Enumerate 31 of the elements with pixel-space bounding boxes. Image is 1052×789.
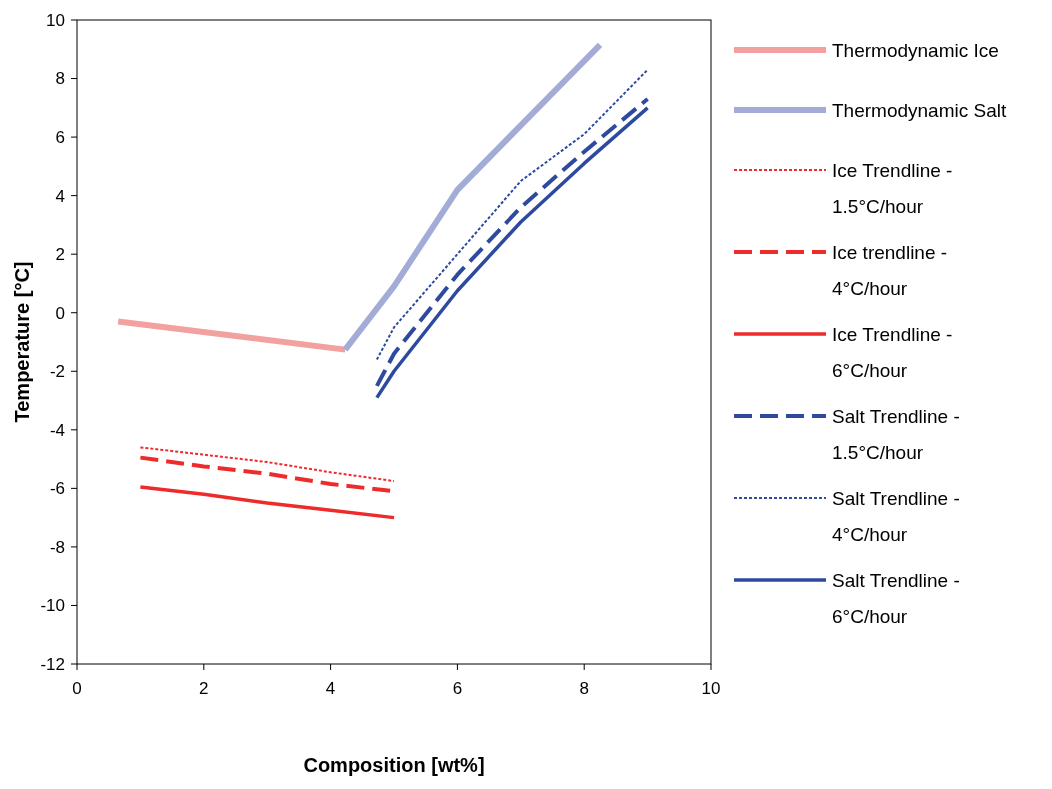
x-axis-title: Composition [wt%]	[303, 754, 485, 776]
y-tick-label: 10	[46, 10, 65, 30]
x-tick-label: 6	[452, 679, 463, 698]
legend-label: Salt Trendline - 1.5°C/hour	[832, 405, 960, 463]
y-axis-title: Temperature [°C]	[11, 261, 33, 423]
y-tick-label: 4	[55, 186, 65, 206]
y-tick-label: 8	[55, 69, 65, 89]
y-tick-label: -8	[49, 537, 65, 557]
y-tick-label: 0	[55, 303, 65, 323]
legend-label: Thermodynamic Salt	[832, 99, 1007, 121]
y-tick-label: -10	[40, 596, 65, 616]
x-tick-label: 2	[199, 679, 209, 698]
x-tick-label: 8	[579, 679, 589, 698]
line-series	[138, 485, 396, 520]
line-series	[375, 68, 649, 361]
line-series	[139, 446, 395, 483]
x-tick-label: 0	[72, 679, 82, 698]
y-tick-label: -2	[49, 362, 65, 382]
legend-label: Salt Trendline - 4°C/hour	[832, 487, 960, 545]
legend-label: Ice trendline - 4°C/hour	[832, 241, 948, 299]
legend-label: Thermodynamic Ice	[832, 39, 999, 61]
y-tick-label: 2	[55, 245, 65, 265]
y-tick-label: 6	[55, 128, 65, 148]
legend-label: Salt Trendline - 6°C/hour	[832, 569, 960, 627]
y-tick-label: -6	[49, 479, 65, 499]
y-tick-label: -12	[40, 654, 65, 674]
legend-label: Ice Trendline - 6°C/hour	[832, 323, 953, 381]
legend-label: Ice Trendline - 1.5°C/hour	[832, 159, 953, 217]
x-tick-label: 4	[325, 679, 336, 698]
x-tick-label: 10	[701, 679, 721, 698]
y-tick-label: -4	[49, 420, 65, 440]
